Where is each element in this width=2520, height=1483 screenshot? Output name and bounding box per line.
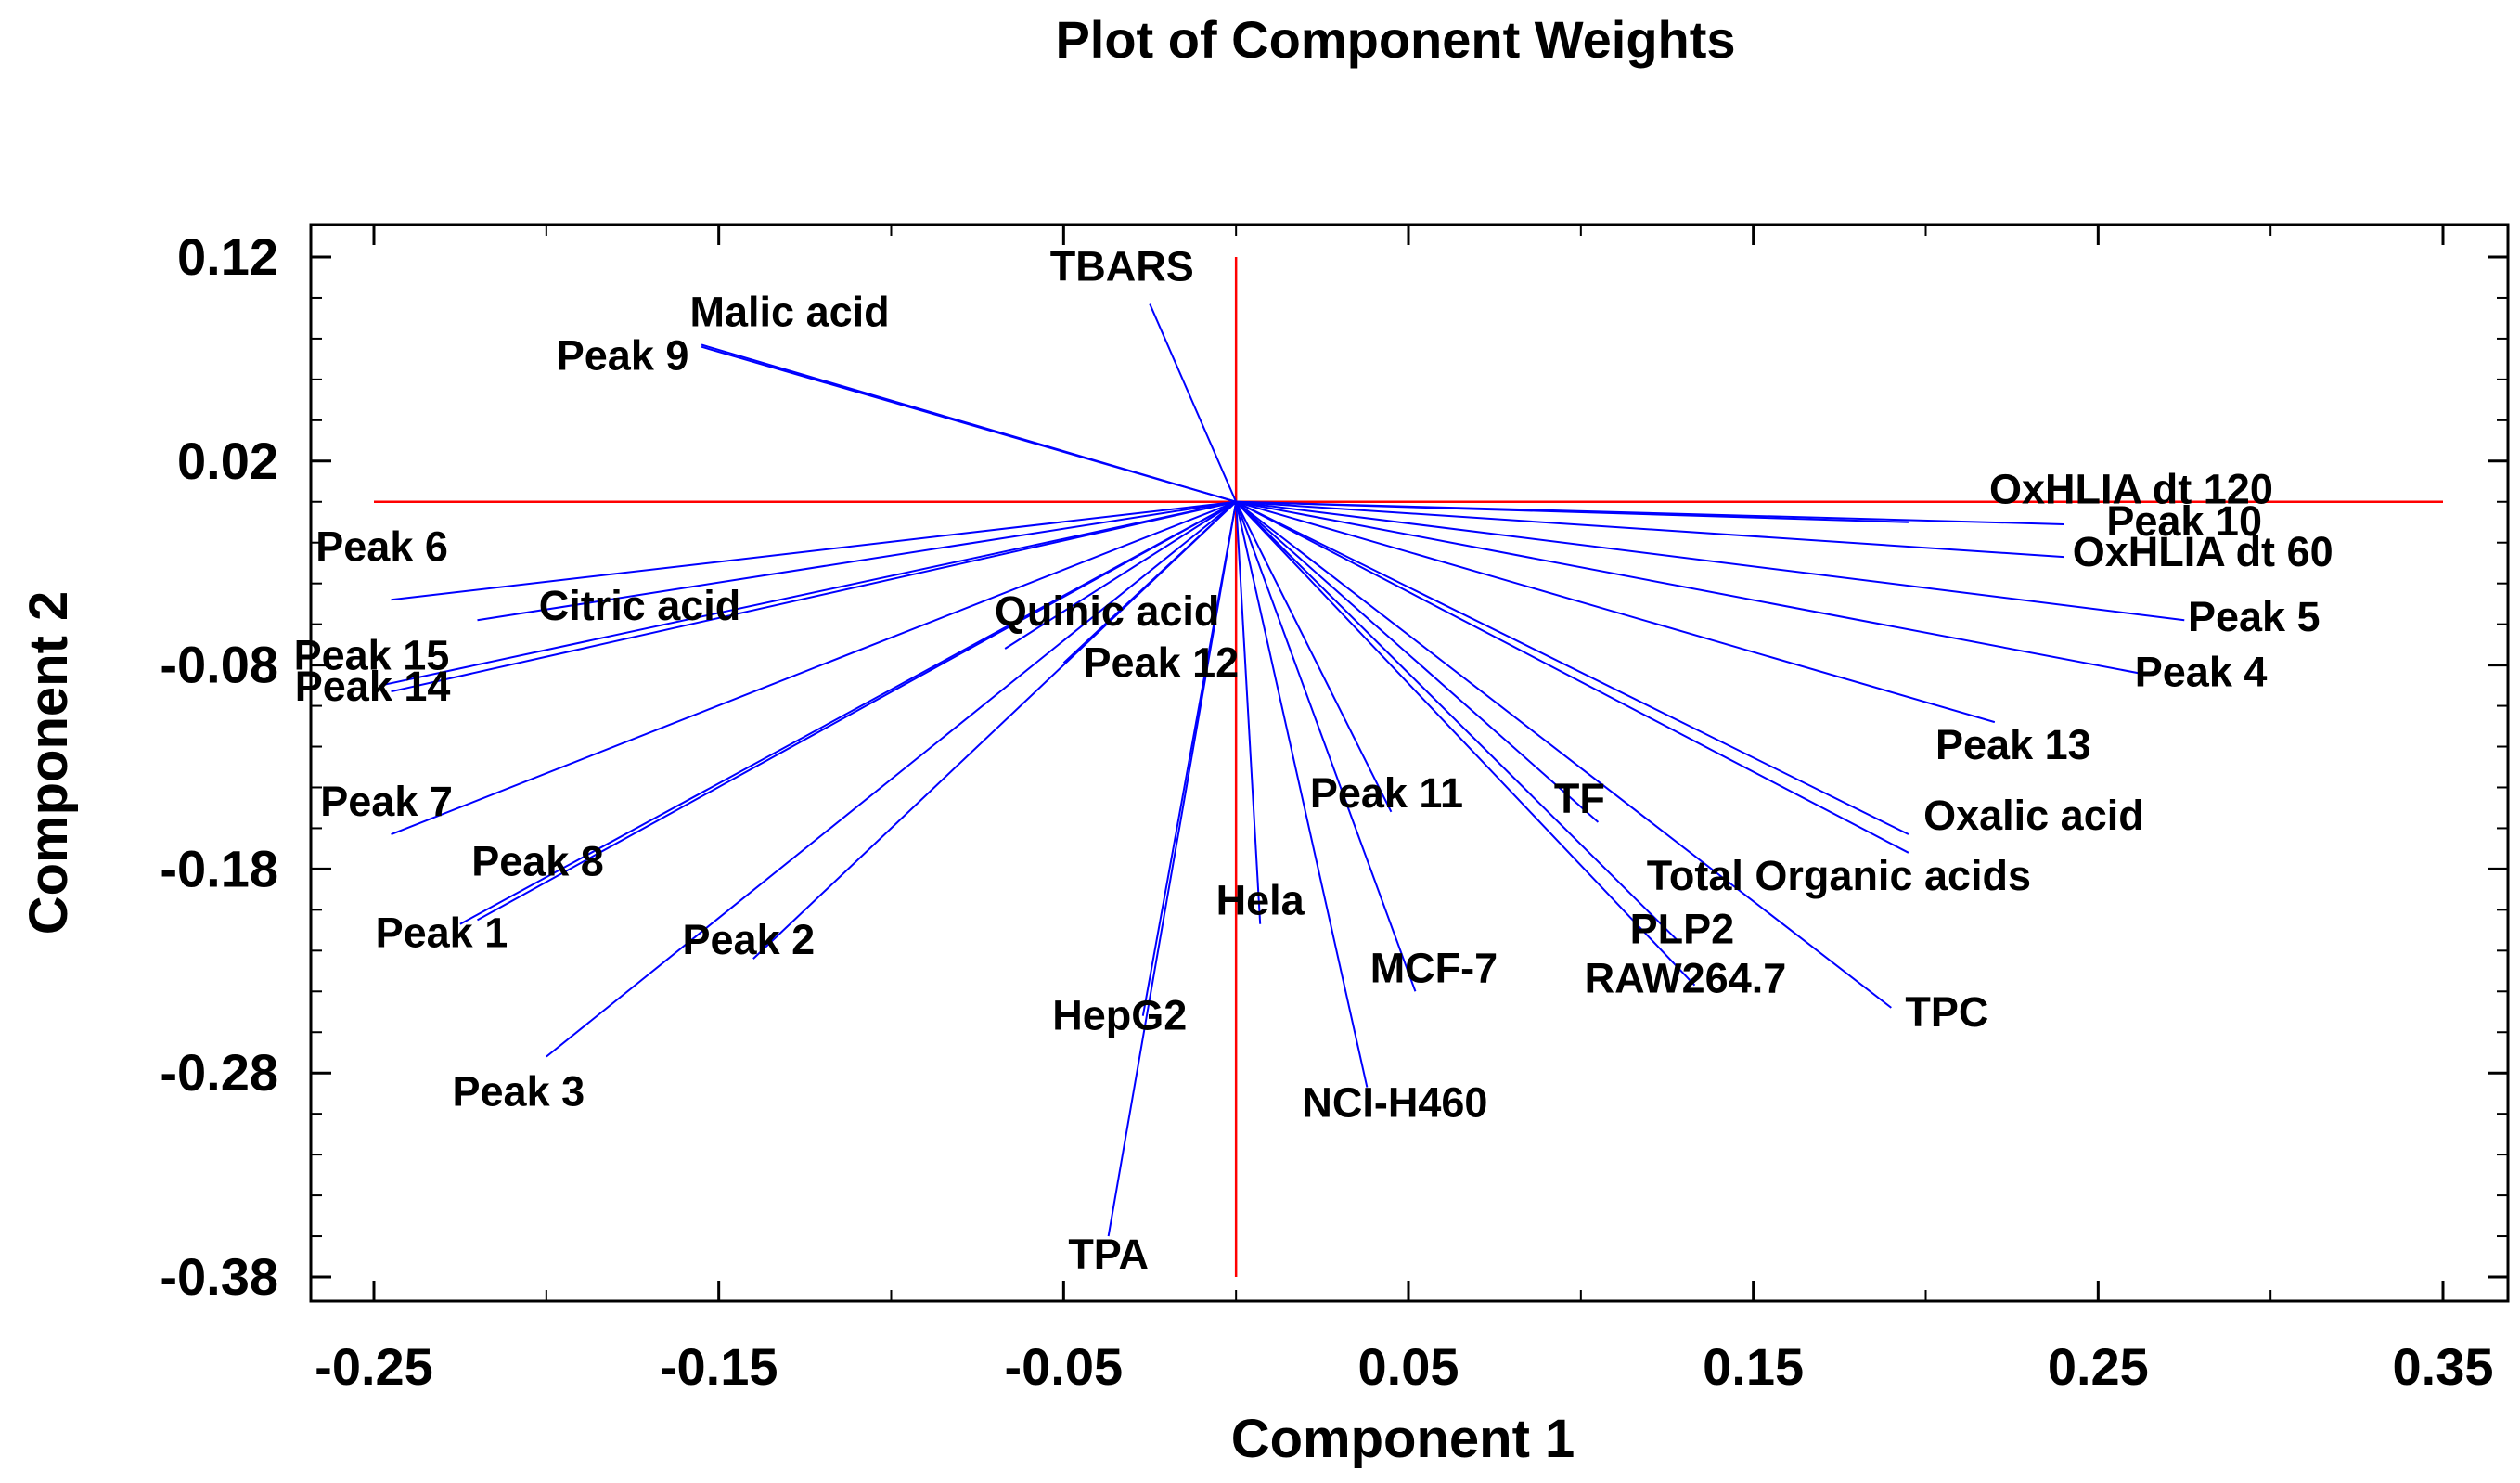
weight-vector — [391, 500, 1237, 601]
weight-vector — [752, 501, 1237, 960]
weight-vector — [459, 500, 1237, 925]
x-tick-label: 0.35 — [2393, 1337, 2494, 1396]
point-label: Peak 5 — [2188, 593, 2321, 640]
point-label: MCF-7 — [1370, 944, 1498, 991]
point-label: Quinic acid — [995, 587, 1220, 635]
point-label: Peak 13 — [1935, 721, 2091, 768]
x-tick-label: -0.05 — [1005, 1337, 1124, 1396]
point-label: Peak 3 — [453, 1068, 585, 1115]
y-tick-label: 0.12 — [177, 227, 278, 286]
plot-frame — [309, 223, 2510, 1303]
weight-vector — [1235, 500, 1996, 724]
point-label: Peak 15 — [294, 632, 450, 679]
point-label: Peak 1 — [376, 909, 508, 957]
x-tick-label: 0.05 — [1358, 1337, 1459, 1396]
x-tick-label: -0.15 — [660, 1337, 778, 1396]
point-label: Malic acid — [690, 289, 890, 336]
y-axis-label: Component 2 — [19, 591, 79, 935]
weight-vector — [1235, 500, 1909, 835]
point-label: Peak 14 — [295, 663, 451, 710]
point-label: TBARS — [1050, 243, 1194, 290]
x-tick-label: -0.25 — [315, 1337, 433, 1396]
point-label: NCI-H460 — [1302, 1079, 1487, 1127]
weight-vector — [1235, 501, 1696, 987]
weight-vector — [1235, 500, 1909, 854]
point-label: Peak 11 — [1310, 769, 1463, 817]
weight-vector — [1235, 500, 2151, 677]
weight-vector — [1235, 500, 1892, 1009]
axis-ticks: -0.25 -0.15 -0.05 0.05 0.15 0.25 0.35 0.12 0.02 -… — [160, 225, 2508, 1396]
weight-vector — [1149, 303, 1238, 503]
weight-vector — [1235, 501, 1417, 992]
point-label: Peak 8 — [471, 837, 604, 884]
weight-vector — [1235, 501, 1262, 924]
y-tick-label: -0.08 — [160, 636, 278, 694]
point-label: Total Organic acids — [1647, 852, 2031, 899]
y-tick-label: -0.28 — [160, 1043, 278, 1102]
weight-vector — [391, 500, 1237, 693]
weight-vector — [1004, 500, 1237, 650]
y-tick-label: -0.18 — [160, 839, 278, 897]
weight-vector — [1236, 500, 2064, 525]
weight-vector — [546, 500, 1237, 1058]
point-label: Peak 2 — [683, 916, 816, 963]
chart-title: Plot of Component Weights — [1055, 10, 1735, 69]
weight-vector — [1236, 500, 2064, 559]
weight-vector — [1235, 501, 1369, 1088]
x-axis-label: Component 1 — [1231, 1409, 1575, 1469]
point-label: Peak 4 — [2135, 649, 2268, 696]
reference-lines — [374, 257, 2443, 1277]
point-label: Citric acid — [539, 582, 741, 629]
point-label: Oxalic acid — [1923, 792, 2144, 839]
weight-vector — [1107, 501, 1238, 1237]
point-label: OxHLIA dt 60 — [2073, 528, 2334, 575]
y-tick-label: 0.02 — [177, 432, 278, 490]
y-tick-label: -0.38 — [160, 1247, 278, 1306]
point-label: OxHLIA dt 120 — [1989, 466, 2273, 513]
weight-vector — [1236, 500, 2185, 622]
point-label: HepG2 — [1052, 992, 1187, 1039]
weight-vector — [477, 500, 1237, 622]
x-tick-label: 0.15 — [1703, 1337, 1804, 1396]
point-label: Peak 6 — [315, 522, 448, 570]
point-label: PLP2 — [1630, 905, 1735, 952]
weight-vector — [1235, 501, 1678, 942]
point-label: TPA — [1068, 1231, 1149, 1278]
point-label: TPC — [1905, 988, 1988, 1036]
weight-vector — [380, 500, 1237, 687]
point-label: Peak 10 — [2106, 497, 2262, 545]
point-label: RAW264.7 — [1585, 955, 1787, 1002]
weight-vector — [701, 345, 1237, 503]
point-label: TF — [1554, 775, 1605, 822]
point-label: Peak 7 — [320, 778, 453, 825]
weight-vector — [391, 500, 1237, 835]
weight-vectors — [380, 303, 2185, 1237]
x-tick-label: 0.25 — [2048, 1337, 2149, 1396]
point-label: Peak 12 — [1084, 638, 1240, 686]
weight-vector — [1235, 501, 1600, 823]
weight-vector — [1235, 501, 1393, 813]
point-label: Peak 9 — [557, 332, 689, 380]
point-label: Hela — [1216, 877, 1305, 924]
